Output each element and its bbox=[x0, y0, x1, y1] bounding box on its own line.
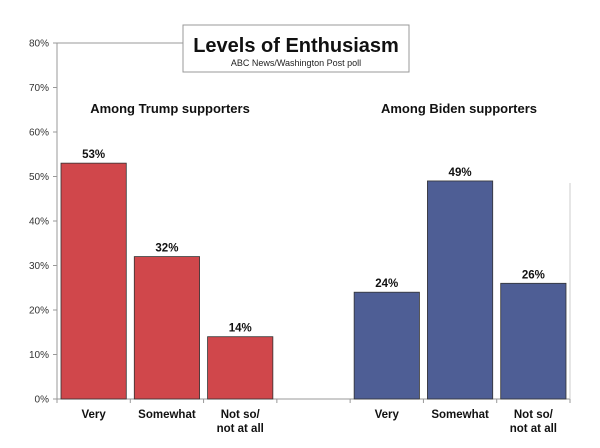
x-category-line: not at all bbox=[217, 423, 264, 435]
y-tick-label: 70% bbox=[29, 83, 49, 94]
x-category-line: Not so/ bbox=[514, 409, 554, 421]
data-label: 14% bbox=[229, 323, 252, 335]
chart-title: Levels of Enthusiasm bbox=[193, 35, 399, 57]
data-label: 32% bbox=[155, 243, 178, 255]
x-category-label: Not so/not at all bbox=[510, 409, 557, 435]
x-category-line: Somewhat bbox=[138, 409, 196, 421]
x-category-label: Somewhat bbox=[138, 409, 196, 421]
axes: 0% 10% 20% 30% 40% 50% 60% 70% 80% Very Somewhat No… bbox=[29, 39, 571, 435]
y-tick-label: 60% bbox=[29, 128, 49, 139]
bar bbox=[60, 162, 127, 400]
title-box: Levels of Enthusiasm ABC News/Washington… bbox=[182, 24, 410, 73]
data-label: 24% bbox=[375, 278, 398, 290]
data-label: 26% bbox=[522, 269, 545, 281]
x-category-label: Not so/not at all bbox=[217, 409, 264, 435]
x-category-line: Very bbox=[375, 409, 400, 421]
bar bbox=[207, 336, 274, 400]
x-category-label: Very bbox=[375, 409, 400, 421]
bar bbox=[427, 180, 494, 400]
x-category-label: Somewhat bbox=[431, 409, 489, 421]
x-category-line: Somewhat bbox=[431, 409, 489, 421]
group-label-trump: Among Trump supporters bbox=[90, 101, 250, 116]
y-tick-label: 0% bbox=[35, 395, 50, 406]
bars: 53% 32% 14% 24% 49% 26% bbox=[60, 149, 567, 400]
x-category-line: not at all bbox=[510, 423, 557, 435]
group-label-biden: Among Biden supporters bbox=[381, 101, 537, 116]
y-tick-label: 10% bbox=[29, 350, 49, 361]
bar bbox=[133, 256, 200, 400]
x-category-line: Very bbox=[81, 409, 106, 421]
y-tick-label: 40% bbox=[29, 217, 49, 228]
bar bbox=[353, 291, 420, 400]
x-category-line: Not so/ bbox=[221, 409, 261, 421]
y-tick-label: 80% bbox=[29, 39, 49, 50]
data-label: 53% bbox=[82, 149, 105, 161]
x-category-label: Very bbox=[81, 409, 106, 421]
y-tick-label: 50% bbox=[29, 172, 49, 183]
chart-subtitle: ABC News/Washington Post poll bbox=[231, 58, 361, 68]
y-tick-label: 20% bbox=[29, 306, 49, 317]
y-tick-label: 30% bbox=[29, 261, 49, 272]
bar bbox=[500, 282, 567, 400]
data-label: 49% bbox=[449, 167, 472, 179]
